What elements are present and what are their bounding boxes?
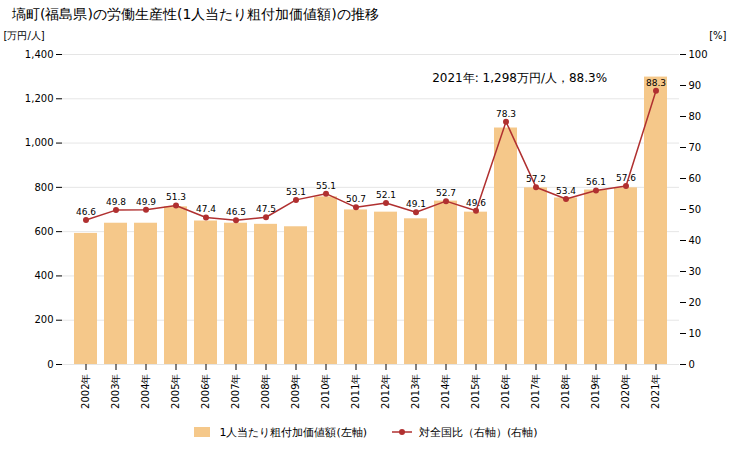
svg-text:2008年: 2008年 (260, 374, 271, 409)
svg-text:50.7: 50.7 (346, 194, 366, 204)
svg-text:57.2: 57.2 (526, 174, 546, 184)
svg-text:2016年: 2016年 (500, 374, 511, 409)
svg-text:[万円/人]: [万円/人] (4, 30, 45, 41)
svg-text:2019年: 2019年 (590, 374, 601, 409)
svg-text:70: 70 (689, 142, 702, 153)
svg-text:2014年: 2014年 (440, 374, 451, 409)
svg-text:2011年: 2011年 (350, 374, 361, 409)
svg-text:53.4: 53.4 (556, 186, 576, 196)
svg-text:20: 20 (689, 297, 702, 308)
svg-text:49.6: 49.6 (466, 198, 486, 208)
svg-text:2017年: 2017年 (530, 374, 541, 409)
svg-text:50: 50 (689, 204, 702, 215)
svg-text:51.3: 51.3 (166, 192, 186, 202)
svg-text:2020年: 2020年 (620, 374, 631, 409)
svg-text:0: 0 (689, 359, 695, 370)
svg-text:10: 10 (689, 328, 702, 339)
svg-text:52.1: 52.1 (376, 190, 396, 200)
svg-text:1,400: 1,400 (25, 49, 54, 60)
svg-text:2012年: 2012年 (380, 374, 391, 409)
svg-text:2013年: 2013年 (410, 374, 421, 409)
svg-text:47.4: 47.4 (196, 204, 216, 214)
svg-text:47.5: 47.5 (256, 204, 276, 214)
svg-text:49.1: 49.1 (406, 199, 426, 209)
svg-text:[%]: [%] (709, 30, 726, 41)
svg-text:2003年: 2003年 (110, 374, 121, 409)
svg-text:60: 60 (689, 173, 702, 184)
html-text:塙町(福島県)の労働生産性(1人当たり粗付加価値額)の推移: 塙町(福島県)の労働生産性(1人当たり粗付加価値額)の推移 (12, 6, 379, 22)
svg-text:57.6: 57.6 (616, 173, 636, 183)
svg-text:2002年: 2002年 (80, 374, 91, 409)
svg-text:2007年: 2007年 (230, 374, 241, 409)
svg-text:40: 40 (689, 235, 702, 246)
svg-text:80: 80 (689, 111, 702, 122)
svg-text:2005年: 2005年 (170, 374, 181, 409)
svg-text:2004年: 2004年 (140, 374, 151, 409)
svg-text:88.3: 88.3 (646, 78, 666, 88)
svg-text:2006年: 2006年 (200, 374, 211, 409)
svg-text:78.3: 78.3 (496, 109, 516, 119)
svg-text:400: 400 (34, 270, 53, 281)
html-text:2021年: 1,298万円/人，88.3%: 2021年: 1,298万円/人，88.3% (432, 70, 608, 85)
svg-text:90: 90 (689, 80, 702, 91)
svg-text:49.9: 49.9 (136, 197, 156, 207)
svg-text:200: 200 (34, 314, 53, 325)
svg-text:0: 0 (47, 359, 53, 370)
svg-text:2018年: 2018年 (560, 374, 571, 409)
html-text:1人当たり粗付加価値額(左軸): 1人当たり粗付加価値額(左軸) (219, 425, 367, 439)
svg-text:46.6: 46.6 (76, 207, 96, 217)
svg-text:55.1: 55.1 (316, 181, 336, 191)
svg-text:53.1: 53.1 (286, 187, 306, 197)
svg-text:2015年: 2015年 (470, 374, 481, 409)
html-text:対全国比（右軸）(右軸): 対全国比（右軸）(右軸) (419, 425, 538, 439)
svg-text:52.7: 52.7 (436, 188, 456, 198)
svg-text:600: 600 (34, 226, 53, 237)
svg-text:100: 100 (689, 49, 708, 60)
svg-text:1,000: 1,000 (25, 137, 54, 148)
svg-text:46.5: 46.5 (226, 207, 246, 217)
svg-text:30: 30 (689, 266, 702, 277)
svg-text:2009年: 2009年 (290, 374, 301, 409)
svg-text:2010年: 2010年 (320, 374, 331, 409)
svg-text:800: 800 (34, 182, 53, 193)
svg-text:49.8: 49.8 (106, 197, 126, 207)
svg-text:56.1: 56.1 (586, 177, 606, 187)
svg-text:1,200: 1,200 (25, 93, 54, 104)
svg-text:2021年: 2021年 (650, 374, 661, 409)
